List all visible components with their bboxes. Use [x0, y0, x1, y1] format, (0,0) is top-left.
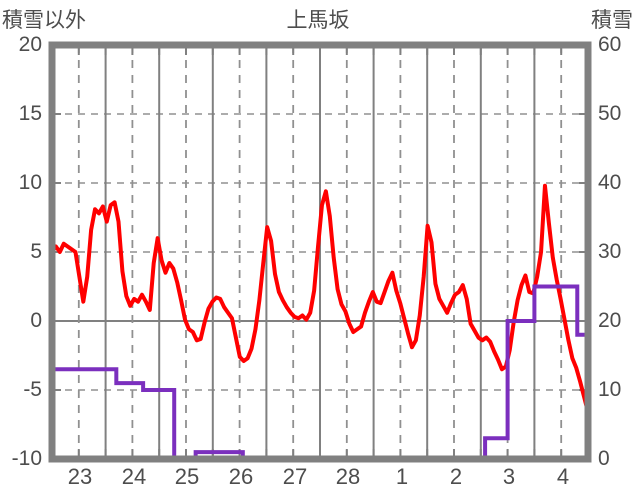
left-tick-m10: -10	[11, 447, 42, 470]
x-tick-28: 28	[335, 464, 361, 489]
page-title: 上馬坂	[286, 9, 350, 32]
right-tick-20: 20	[598, 309, 622, 332]
x-tick-26: 26	[228, 464, 254, 489]
right-tick-30: 30	[598, 240, 622, 263]
temperature-line	[50, 183, 590, 415]
x-tick-27: 27	[282, 464, 308, 489]
left-tick-m5: -5	[23, 378, 42, 401]
right-tick-60: 60	[598, 33, 622, 56]
left-tick-20: 20	[18, 33, 42, 56]
right-tick-50: 50	[598, 102, 622, 125]
x-tick-24: 24	[121, 464, 147, 489]
left-tick-10: 10	[18, 171, 42, 194]
plot-border	[48, 41, 592, 463]
x-tick-1: 1	[395, 464, 409, 489]
left-axis-title: 積雪以外	[2, 9, 86, 32]
x-tick-23: 23	[67, 464, 93, 489]
left-tick-5: 5	[30, 240, 42, 263]
data-series	[50, 183, 590, 461]
left-tick-15: 15	[18, 102, 42, 125]
x-tick-3: 3	[502, 464, 516, 489]
x-tick-2: 2	[449, 464, 463, 489]
right-tick-10: 10	[598, 378, 622, 401]
right-axis-title: 積雪	[591, 9, 633, 32]
left-tick-0: 0	[30, 309, 42, 332]
right-tick-0: 0	[598, 447, 610, 470]
x-tick-25: 25	[174, 464, 200, 489]
right-tick-40: 40	[598, 171, 622, 194]
x-tick-4: 4	[556, 464, 570, 489]
plot-frame	[48, 41, 592, 463]
snow-depth-line	[52, 284, 588, 461]
